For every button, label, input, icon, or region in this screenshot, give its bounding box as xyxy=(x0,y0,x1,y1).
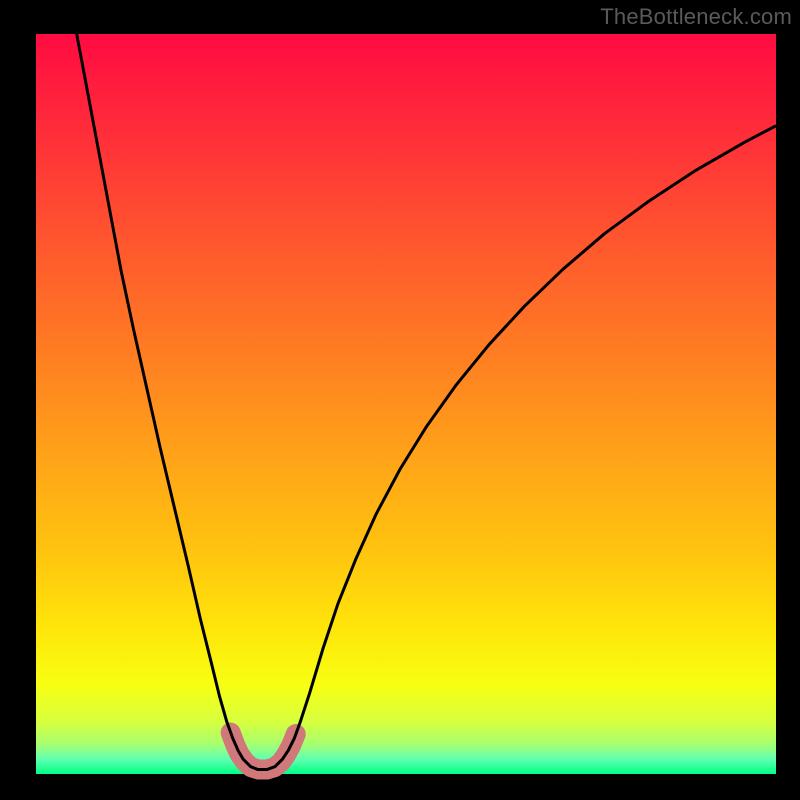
chart-plot-area xyxy=(36,34,776,774)
optimal-zone-marker xyxy=(231,733,296,770)
curve-layer xyxy=(36,34,776,774)
watermark-text: TheBottleneck.com xyxy=(600,4,792,30)
bottleneck-curve xyxy=(77,34,776,770)
